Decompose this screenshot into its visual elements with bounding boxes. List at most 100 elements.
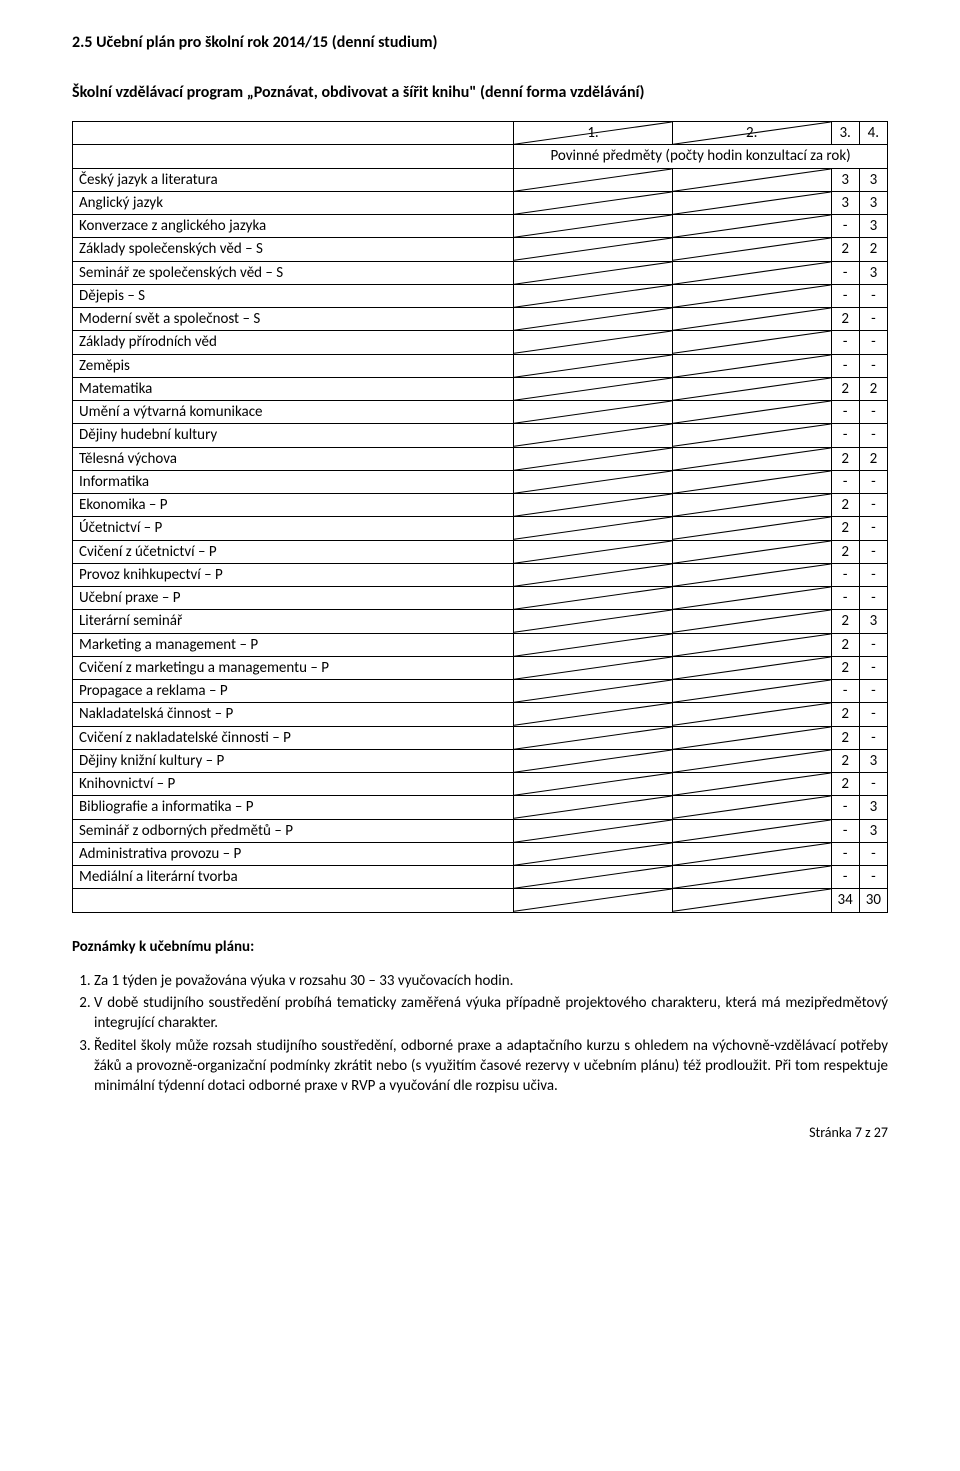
value-col-4: 3 bbox=[859, 261, 887, 284]
subject-label: Anglický jazyk bbox=[73, 191, 514, 214]
value-col-3: 2 bbox=[831, 377, 859, 400]
diag-cell bbox=[672, 656, 831, 679]
diag-cell bbox=[672, 470, 831, 493]
subject-label: Marketing a management – P bbox=[73, 633, 514, 656]
diag-cell bbox=[672, 424, 831, 447]
diag-cell bbox=[514, 796, 673, 819]
header-col: 4. bbox=[859, 122, 887, 145]
value-col-3: - bbox=[831, 587, 859, 610]
diag-cell bbox=[672, 796, 831, 819]
diag-cell: 2. bbox=[672, 122, 831, 145]
table-row: Seminář ze společenských věd – S-3 bbox=[73, 261, 888, 284]
header-col: 3. bbox=[831, 122, 859, 145]
value-col-4: - bbox=[859, 284, 887, 307]
subject-label: Dějiny hudební kultury bbox=[73, 424, 514, 447]
value-col-3: 2 bbox=[831, 773, 859, 796]
value-col-4: 3 bbox=[859, 215, 887, 238]
table-row: Propagace a reklama – P-- bbox=[73, 680, 888, 703]
subject-label: Účetnictví – P bbox=[73, 517, 514, 540]
diag-cell bbox=[514, 191, 673, 214]
diag-cell bbox=[672, 191, 831, 214]
value-col-4: - bbox=[859, 773, 887, 796]
diag-cell bbox=[514, 168, 673, 191]
header-empty bbox=[73, 122, 514, 145]
value-col-4: 3 bbox=[859, 191, 887, 214]
diag-cell bbox=[514, 563, 673, 586]
value-col-3: - bbox=[831, 842, 859, 865]
diag-cell bbox=[672, 308, 831, 331]
diag-cell bbox=[672, 540, 831, 563]
subject-label: Seminář ze společenských věd – S bbox=[73, 261, 514, 284]
total-col-4: 30 bbox=[859, 889, 887, 912]
diag-cell bbox=[672, 215, 831, 238]
value-col-4: - bbox=[859, 866, 887, 889]
diag-cell bbox=[514, 238, 673, 261]
diag-cell bbox=[514, 215, 673, 238]
subject-label: Základy společenských věd – S bbox=[73, 238, 514, 261]
table-row: Konverzace z anglického jazyka-3 bbox=[73, 215, 888, 238]
diag-cell bbox=[672, 377, 831, 400]
subject-label: Tělesná výchova bbox=[73, 447, 514, 470]
diag-cell bbox=[672, 842, 831, 865]
diag-cell bbox=[514, 401, 673, 424]
diag-cell bbox=[672, 401, 831, 424]
value-col-3: 2 bbox=[831, 540, 859, 563]
diag-cell bbox=[672, 610, 831, 633]
diag-cell bbox=[514, 819, 673, 842]
diag-cell bbox=[514, 633, 673, 656]
value-col-3: 2 bbox=[831, 726, 859, 749]
value-col-4: - bbox=[859, 703, 887, 726]
table-row: Český jazyk a literatura33 bbox=[73, 168, 888, 191]
diag-cell bbox=[672, 284, 831, 307]
subject-label: Cvičení z účetnictví – P bbox=[73, 540, 514, 563]
value-col-4: - bbox=[859, 656, 887, 679]
diag-cell bbox=[672, 866, 831, 889]
value-col-3: 3 bbox=[831, 191, 859, 214]
diag-cell bbox=[672, 889, 831, 912]
diag-cell bbox=[514, 470, 673, 493]
subject-label: Literární seminář bbox=[73, 610, 514, 633]
table-row: Cvičení z nakladatelské činnosti – P2- bbox=[73, 726, 888, 749]
diag-cell bbox=[514, 354, 673, 377]
curriculum-table: 1.2.3.4.Povinné předměty (počty hodin ko… bbox=[72, 121, 888, 913]
value-col-3: 2 bbox=[831, 703, 859, 726]
diag-cell bbox=[514, 773, 673, 796]
subject-label: Cvičení z nakladatelské činnosti – P bbox=[73, 726, 514, 749]
value-col-4: - bbox=[859, 517, 887, 540]
subject-label: Základy přírodních věd bbox=[73, 331, 514, 354]
table-row: Marketing a management – P2- bbox=[73, 633, 888, 656]
diag-cell bbox=[672, 517, 831, 540]
table-row: Základy společenských věd – S22 bbox=[73, 238, 888, 261]
notes-list: Za 1 týden je považována výuka v rozsahu… bbox=[72, 971, 888, 1097]
table-row: Cvičení z účetnictví – P2- bbox=[73, 540, 888, 563]
table-row: Zeměpis-- bbox=[73, 354, 888, 377]
value-col-3: - bbox=[831, 796, 859, 819]
diag-cell bbox=[672, 168, 831, 191]
diag-cell bbox=[514, 866, 673, 889]
table-row: Cvičení z marketingu a managementu – P2- bbox=[73, 656, 888, 679]
subject-label: Zeměpis bbox=[73, 354, 514, 377]
subject-label: Mediální a literární tvorba bbox=[73, 866, 514, 889]
subject-label: Moderní svět a společnost – S bbox=[73, 308, 514, 331]
value-col-3: - bbox=[831, 284, 859, 307]
value-col-3: 2 bbox=[831, 633, 859, 656]
table-row: Moderní svět a společnost – S2- bbox=[73, 308, 888, 331]
diag-cell bbox=[514, 842, 673, 865]
value-col-3: - bbox=[831, 424, 859, 447]
value-col-3: - bbox=[831, 563, 859, 586]
diag-cell bbox=[672, 331, 831, 354]
value-col-4: 3 bbox=[859, 168, 887, 191]
subject-label: Umění a výtvarná komunikace bbox=[73, 401, 514, 424]
total-col-3: 34 bbox=[831, 889, 859, 912]
table-row: Bibliografie a informatika – P-3 bbox=[73, 796, 888, 819]
diag-cell bbox=[514, 284, 673, 307]
diag-cell: 1. bbox=[514, 122, 673, 145]
table-row: Dějiny knižní kultury – P23 bbox=[73, 749, 888, 772]
diag-cell bbox=[514, 680, 673, 703]
diag-cell bbox=[514, 308, 673, 331]
header-empty2 bbox=[73, 145, 514, 168]
value-col-3: - bbox=[831, 354, 859, 377]
value-col-4: 2 bbox=[859, 238, 887, 261]
diag-cell bbox=[514, 447, 673, 470]
value-col-3: 2 bbox=[831, 494, 859, 517]
